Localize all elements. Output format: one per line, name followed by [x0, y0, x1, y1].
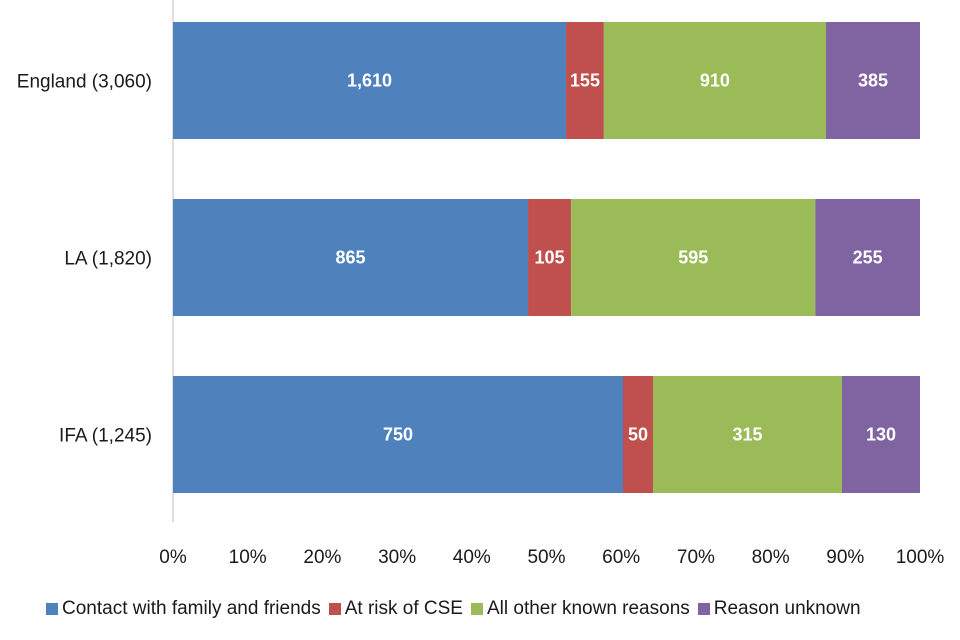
data-label: 155: [570, 71, 600, 91]
data-label: 50: [628, 425, 648, 445]
bar-segment: [571, 199, 816, 316]
category-label: LA (1,820): [64, 249, 152, 270]
x-tick-label: 20%: [303, 547, 341, 568]
bar-segment: [173, 22, 567, 139]
bar-segment: [173, 199, 529, 316]
bar-segment: [653, 376, 842, 493]
legend-swatch: [470, 603, 483, 615]
legend-swatch: [46, 603, 58, 615]
category-label: England (3,060): [17, 72, 152, 93]
legend-item: All other known reasons: [470, 598, 690, 620]
bar-segment: [842, 376, 920, 493]
data-label: 105: [535, 248, 565, 268]
bar-segment: [815, 199, 920, 316]
bars-group: 1,610 155 910 385 865 105 595 255 750 50 315 130: [173, 22, 920, 493]
data-label: 865: [335, 248, 365, 268]
legend-label: Contact with family and friends: [62, 598, 321, 619]
legend-item: Reason unknown: [697, 598, 861, 620]
bar-segment: [528, 199, 572, 316]
legend-label: All other known reasons: [486, 598, 690, 619]
bar-segment: [826, 22, 920, 139]
x-tick-label: 100%: [896, 547, 945, 568]
legend-label: At risk of CSE: [344, 598, 463, 619]
data-label: 255: [853, 248, 883, 268]
x-tick-label: 60%: [602, 547, 640, 568]
category-label: IFA (1,245): [59, 426, 152, 447]
data-label: 130: [866, 425, 896, 445]
x-tick-label: 90%: [826, 547, 864, 568]
x-tick-labels: 0% 10% 20% 30% 40% 50% 60% 70% 80% 90% 100%: [159, 547, 944, 568]
x-tick-label: 30%: [378, 547, 416, 568]
bar-segment: [566, 22, 604, 139]
data-label: 595: [678, 248, 708, 268]
data-label: 385: [858, 71, 888, 91]
x-tick-label: 10%: [229, 547, 267, 568]
legend-item: Contact with family and friends: [46, 598, 321, 620]
legend: Contact with family and friends At risk o…: [46, 598, 869, 620]
legend-item: At risk of CSE: [328, 598, 463, 620]
category-labels: England (3,060) LA (1,820) IFA (1,245): [17, 72, 152, 447]
x-tick-label: 40%: [453, 547, 491, 568]
data-label: 1,610: [347, 71, 392, 91]
stacked-bar-chart: 1,610 155 910 385 865 105 595 255 750 50 315 130 En…: [17, 0, 944, 568]
data-label: 750: [383, 425, 413, 445]
bar-segment: [623, 376, 653, 493]
x-tick-label: 70%: [677, 547, 715, 568]
bar-segment: [173, 376, 623, 493]
legend-swatch: [328, 603, 341, 615]
x-tick-label: 80%: [752, 547, 790, 568]
data-label: 315: [732, 425, 762, 445]
data-label: 910: [700, 71, 730, 91]
x-tick-label: 50%: [527, 547, 565, 568]
legend-label: Reason unknown: [713, 598, 861, 619]
legend-swatch: [697, 603, 710, 615]
x-tick-label: 0%: [159, 547, 187, 568]
bar-segment: [603, 22, 827, 139]
